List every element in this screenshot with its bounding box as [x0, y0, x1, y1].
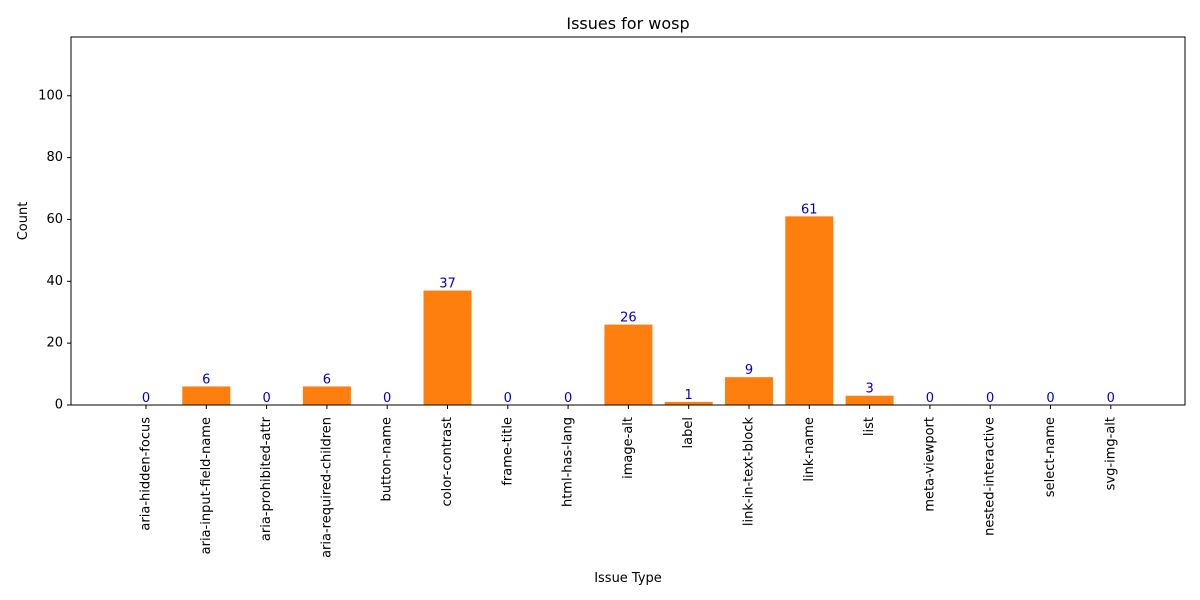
y-tick-label: 80: [46, 150, 63, 165]
x-tick-label: color-contrast: [440, 417, 455, 507]
bar-list: [845, 395, 894, 405]
data-label-aria-required-children: 6: [323, 372, 331, 387]
x-axis-label: Issue Type: [594, 571, 662, 586]
x-tick-label: image-alt: [621, 417, 636, 479]
y-axis-label: Count: [16, 202, 31, 241]
y-tick-label: 60: [46, 212, 63, 227]
data-label-link-name: 61: [801, 202, 818, 217]
bar-aria-input-field-name: [182, 386, 231, 405]
data-label-meta-viewport: 0: [926, 391, 934, 406]
x-tick-label: aria-prohibited-attr: [259, 416, 274, 541]
x-tick-label: html-has-lang: [561, 417, 576, 507]
data-label-aria-hidden-focus: 0: [142, 391, 150, 406]
data-label-color-contrast: 37: [439, 277, 456, 292]
y-tick-label: 0: [55, 398, 63, 413]
data-label-aria-prohibited-attr: 0: [262, 391, 270, 406]
data-label-select-name: 0: [1046, 391, 1054, 406]
plot-frame: [70, 36, 1186, 406]
data-label-button-name: 0: [383, 391, 391, 406]
data-label-list: 3: [865, 382, 873, 397]
bar-aria-required-children: [302, 386, 351, 405]
chart-title: Issues for wosp: [566, 14, 689, 33]
y-tick-label: 20: [46, 336, 63, 351]
data-label-svg-img-alt: 0: [1107, 391, 1115, 406]
x-axis-ticks: aria-hidden-focus aria-input-field-name ar…: [139, 405, 1118, 558]
bar-color-contrast: [423, 290, 472, 405]
x-tick-label: meta-viewport: [922, 417, 937, 512]
x-tick-label: link-name: [802, 417, 817, 482]
data-label-link-in-text-block: 9: [745, 363, 753, 378]
data-label-label: 1: [685, 388, 693, 403]
x-tick-label: aria-hidden-focus: [139, 417, 154, 531]
y-axis-ticks: 0 20 40 60 80 100: [38, 88, 71, 413]
data-label-frame-title: 0: [504, 391, 512, 406]
x-tick-label: select-name: [1043, 417, 1058, 497]
x-tick-label: link-in-text-block: [742, 417, 757, 527]
x-tick-label: list: [862, 417, 877, 436]
data-label-nested-interactive: 0: [986, 391, 994, 406]
data-label-aria-input-field-name: 6: [202, 372, 210, 387]
x-tick-label: aria-required-children: [319, 417, 334, 558]
data-labels-group: 0 6 0 6 0 37 0 0 26 1 9 61 3 0 0 0 0: [142, 202, 1115, 406]
x-tick-label: nested-interactive: [983, 417, 998, 536]
data-label-html-has-lang: 0: [564, 391, 572, 406]
bars-group: [182, 216, 894, 405]
data-label-image-alt: 26: [620, 311, 637, 326]
y-tick-label: 100: [38, 88, 63, 103]
y-tick-label: 40: [46, 274, 63, 289]
bar-label: [664, 401, 713, 405]
x-tick-label: button-name: [380, 417, 395, 501]
x-tick-label: label: [681, 417, 696, 448]
bar-image-alt: [604, 324, 653, 405]
x-tick-label: aria-input-field-name: [199, 417, 214, 554]
x-tick-label: frame-title: [500, 417, 515, 486]
bar-link-in-text-block: [725, 377, 773, 405]
bar-link-name: [785, 216, 834, 405]
x-tick-label: svg-img-alt: [1103, 417, 1118, 490]
